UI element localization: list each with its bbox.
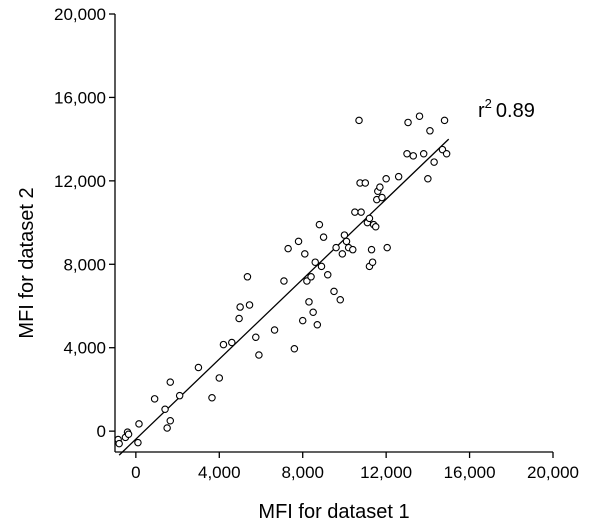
data-point [284, 244, 292, 253]
r-squared-base: r [478, 100, 485, 122]
data-point [243, 273, 252, 281]
data-point [403, 149, 411, 158]
plot-area [114, 112, 451, 456]
y-tick-label: 8,000 [63, 255, 106, 274]
x-tick-label: 16,000 [444, 463, 496, 482]
data-point [280, 277, 288, 285]
data-point [317, 262, 326, 271]
data-point [442, 149, 451, 158]
data-point [124, 430, 133, 439]
data-point [383, 243, 391, 252]
data-point [332, 243, 340, 252]
data-point [166, 416, 175, 425]
data-point [419, 149, 428, 158]
data-point [319, 233, 328, 241]
data-point [294, 237, 303, 246]
data-point [219, 340, 228, 349]
data-point [376, 183, 384, 191]
data-point [426, 127, 434, 135]
x-axis-title: MFI for dataset 1 [258, 501, 409, 523]
data-point [440, 116, 449, 125]
data-point [357, 208, 365, 216]
data-point [150, 395, 159, 403]
y-tick-label: 16,000 [54, 88, 106, 107]
data-point [235, 314, 243, 323]
data-point [330, 287, 338, 296]
data-point [166, 378, 175, 386]
data-point [342, 237, 351, 246]
data-point [301, 250, 309, 258]
data-point [305, 298, 313, 306]
data-point [194, 363, 203, 372]
data-point [336, 295, 345, 304]
data-point [361, 179, 370, 187]
data-point [351, 208, 359, 216]
y-axis-title: MFI for dataset 2 [16, 187, 38, 338]
data-point [290, 345, 299, 353]
data-point [371, 222, 380, 231]
data-point [382, 175, 390, 183]
data-point [355, 116, 363, 125]
data-point [228, 338, 236, 347]
data-point [315, 220, 324, 229]
x-tick-label: 8,000 [281, 463, 324, 482]
regression-line [118, 138, 450, 456]
data-point [311, 258, 319, 266]
data-point [255, 351, 263, 359]
x-tick-label: 12,000 [360, 463, 412, 482]
y-tick-label: 4,000 [63, 339, 106, 358]
axes: 0 4,000 8,000 12,000 16,000 20,000 0 4,000 8,000… [54, 5, 579, 482]
data-point [208, 394, 216, 402]
data-point [215, 374, 224, 382]
r-squared-superscript: 2 [485, 96, 492, 111]
y-tick-label: 12,000 [54, 172, 106, 191]
x-tick-label: 0 [131, 463, 140, 482]
data-point [309, 308, 317, 317]
data-point [307, 273, 315, 281]
data-point [430, 158, 438, 166]
data-point [313, 321, 322, 329]
data-point [367, 245, 376, 254]
data-point [270, 326, 279, 334]
x-tick-label: 4,000 [198, 463, 241, 482]
data-point [252, 333, 260, 342]
data-point [245, 301, 254, 309]
data-point [409, 152, 418, 160]
data-point [298, 316, 307, 325]
data-point [161, 405, 169, 413]
x-tick-label: 20,000 [527, 463, 579, 482]
data-point [175, 391, 184, 400]
data-point [404, 118, 412, 127]
data-point [134, 438, 142, 447]
data-point [365, 214, 374, 223]
data-point [349, 245, 357, 254]
data-point [135, 420, 143, 428]
r-squared-annotation: r2 0.89 [478, 96, 535, 122]
r-squared-value: 0.89 [496, 100, 535, 122]
data-point [394, 172, 403, 181]
y-tick-label: 20,000 [54, 5, 106, 24]
data-point [415, 112, 424, 120]
data-point [115, 439, 123, 448]
data-point [424, 175, 432, 183]
y-tick-label: 0 [97, 422, 106, 441]
data-point [236, 303, 244, 311]
data-point [323, 270, 332, 279]
data-point [338, 250, 347, 258]
data-point [378, 193, 386, 202]
data-point [368, 258, 377, 266]
data-point [340, 231, 349, 239]
data-point [163, 424, 171, 432]
